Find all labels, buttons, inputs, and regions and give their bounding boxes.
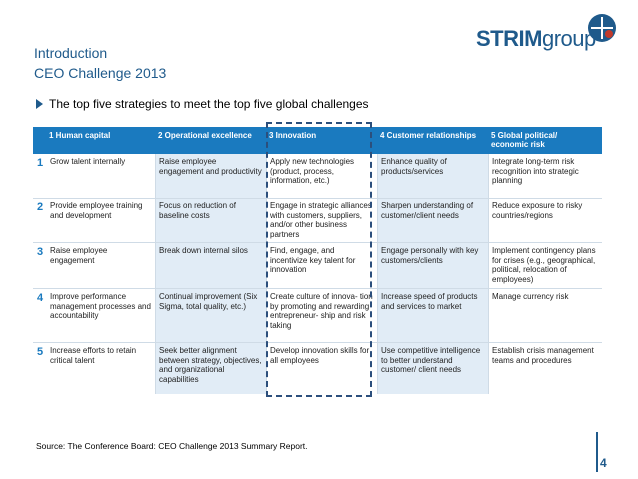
bullet-text: The top five strategies to meet the top … [49, 97, 369, 111]
bullet-point: The top five strategies to meet the top … [36, 97, 369, 111]
logo-wordmark: STRIMgroup [476, 28, 596, 50]
table-cell: Find, engage, and incentivize key talent… [270, 246, 356, 275]
row-number: 2 [36, 201, 44, 213]
table-cell: Break down internal silos [159, 246, 248, 255]
innovation-highlight-box [266, 122, 372, 397]
logo-globe-icon [588, 14, 616, 42]
table-cell: Use competitive intelligence to better u… [381, 346, 481, 375]
table-header-row: 1 Human capital 2 Operational excellence… [33, 127, 602, 154]
triangle-bullet-icon [36, 99, 43, 109]
footer-divider [596, 432, 598, 472]
page-number: 4 [600, 456, 607, 470]
table-cell: Increase speed of products and services … [381, 292, 478, 311]
source-note: Source: The Conference Board: CEO Challe… [36, 441, 308, 451]
table-cell: Develop innovation skills for all employ… [270, 346, 370, 365]
table-cell: Increase efforts to retain critical tale… [50, 346, 137, 365]
column-header: 4 Customer relationships [380, 131, 477, 140]
row-divider [33, 198, 602, 199]
column-header: 5 Global political/ economic risk [491, 131, 558, 149]
section-title: Introduction [34, 45, 108, 61]
table-cell: Continual improvement (Six Sigma, total … [159, 292, 258, 311]
strimgroup-logo: STRIMgroup [470, 14, 620, 54]
row-number: 5 [36, 346, 44, 358]
column-header: 2 Operational excellence [158, 131, 252, 140]
table-cell: Enhance quality of products/services [381, 157, 447, 176]
table-cell: Provide employee training and developmen… [50, 201, 143, 220]
table-cell: Integrate long-term risk recognition int… [492, 157, 579, 186]
strategies-table: 1 Human capital 2 Operational excellence… [33, 127, 602, 394]
table-cell: Create culture of innova- tion by promot… [270, 292, 373, 330]
slide-subtitle: CEO Challenge 2013 [34, 65, 167, 81]
row-number: 4 [36, 292, 44, 304]
table-cell: Sharpen understanding of customer/client… [381, 201, 474, 220]
row-number: 3 [36, 246, 44, 258]
column-divider [488, 154, 489, 394]
table-cell: Seek better alignment between strategy, … [159, 346, 262, 384]
table-cell: Raise employee engagement [50, 246, 108, 265]
row-number: 1 [36, 157, 44, 169]
table-cell: Engage in strategic alliances with custo… [270, 201, 372, 239]
column-header: 1 Human capital [49, 131, 111, 140]
column-shade [377, 154, 488, 394]
table-cell: Engage personally with key customers/cli… [381, 246, 479, 265]
table-cell: Apply new technologies (product, process… [270, 157, 355, 186]
column-divider [377, 154, 378, 394]
table-cell: Focus on reduction of baseline costs [159, 201, 236, 220]
logo-brand-light: group [541, 26, 596, 51]
table-cell: Grow talent internally [50, 157, 126, 166]
table-cell: Improve performance management processes… [50, 292, 151, 321]
column-header: 3 Innovation [269, 131, 317, 140]
table-cell: Implement contingency plans for crises (… [492, 246, 596, 284]
column-shade [155, 154, 266, 394]
table-cell: Raise employee engagement and productivi… [159, 157, 262, 176]
row-divider [33, 242, 602, 243]
logo-brand-bold: STRIM [476, 26, 542, 51]
row-divider [33, 342, 602, 343]
row-divider [33, 288, 602, 289]
column-divider [155, 154, 156, 394]
table-cell: Reduce exposure to risky countries/regio… [492, 201, 583, 220]
table-cell: Manage currency risk [492, 292, 569, 301]
table-cell: Establish crisis management teams and pr… [492, 346, 594, 365]
